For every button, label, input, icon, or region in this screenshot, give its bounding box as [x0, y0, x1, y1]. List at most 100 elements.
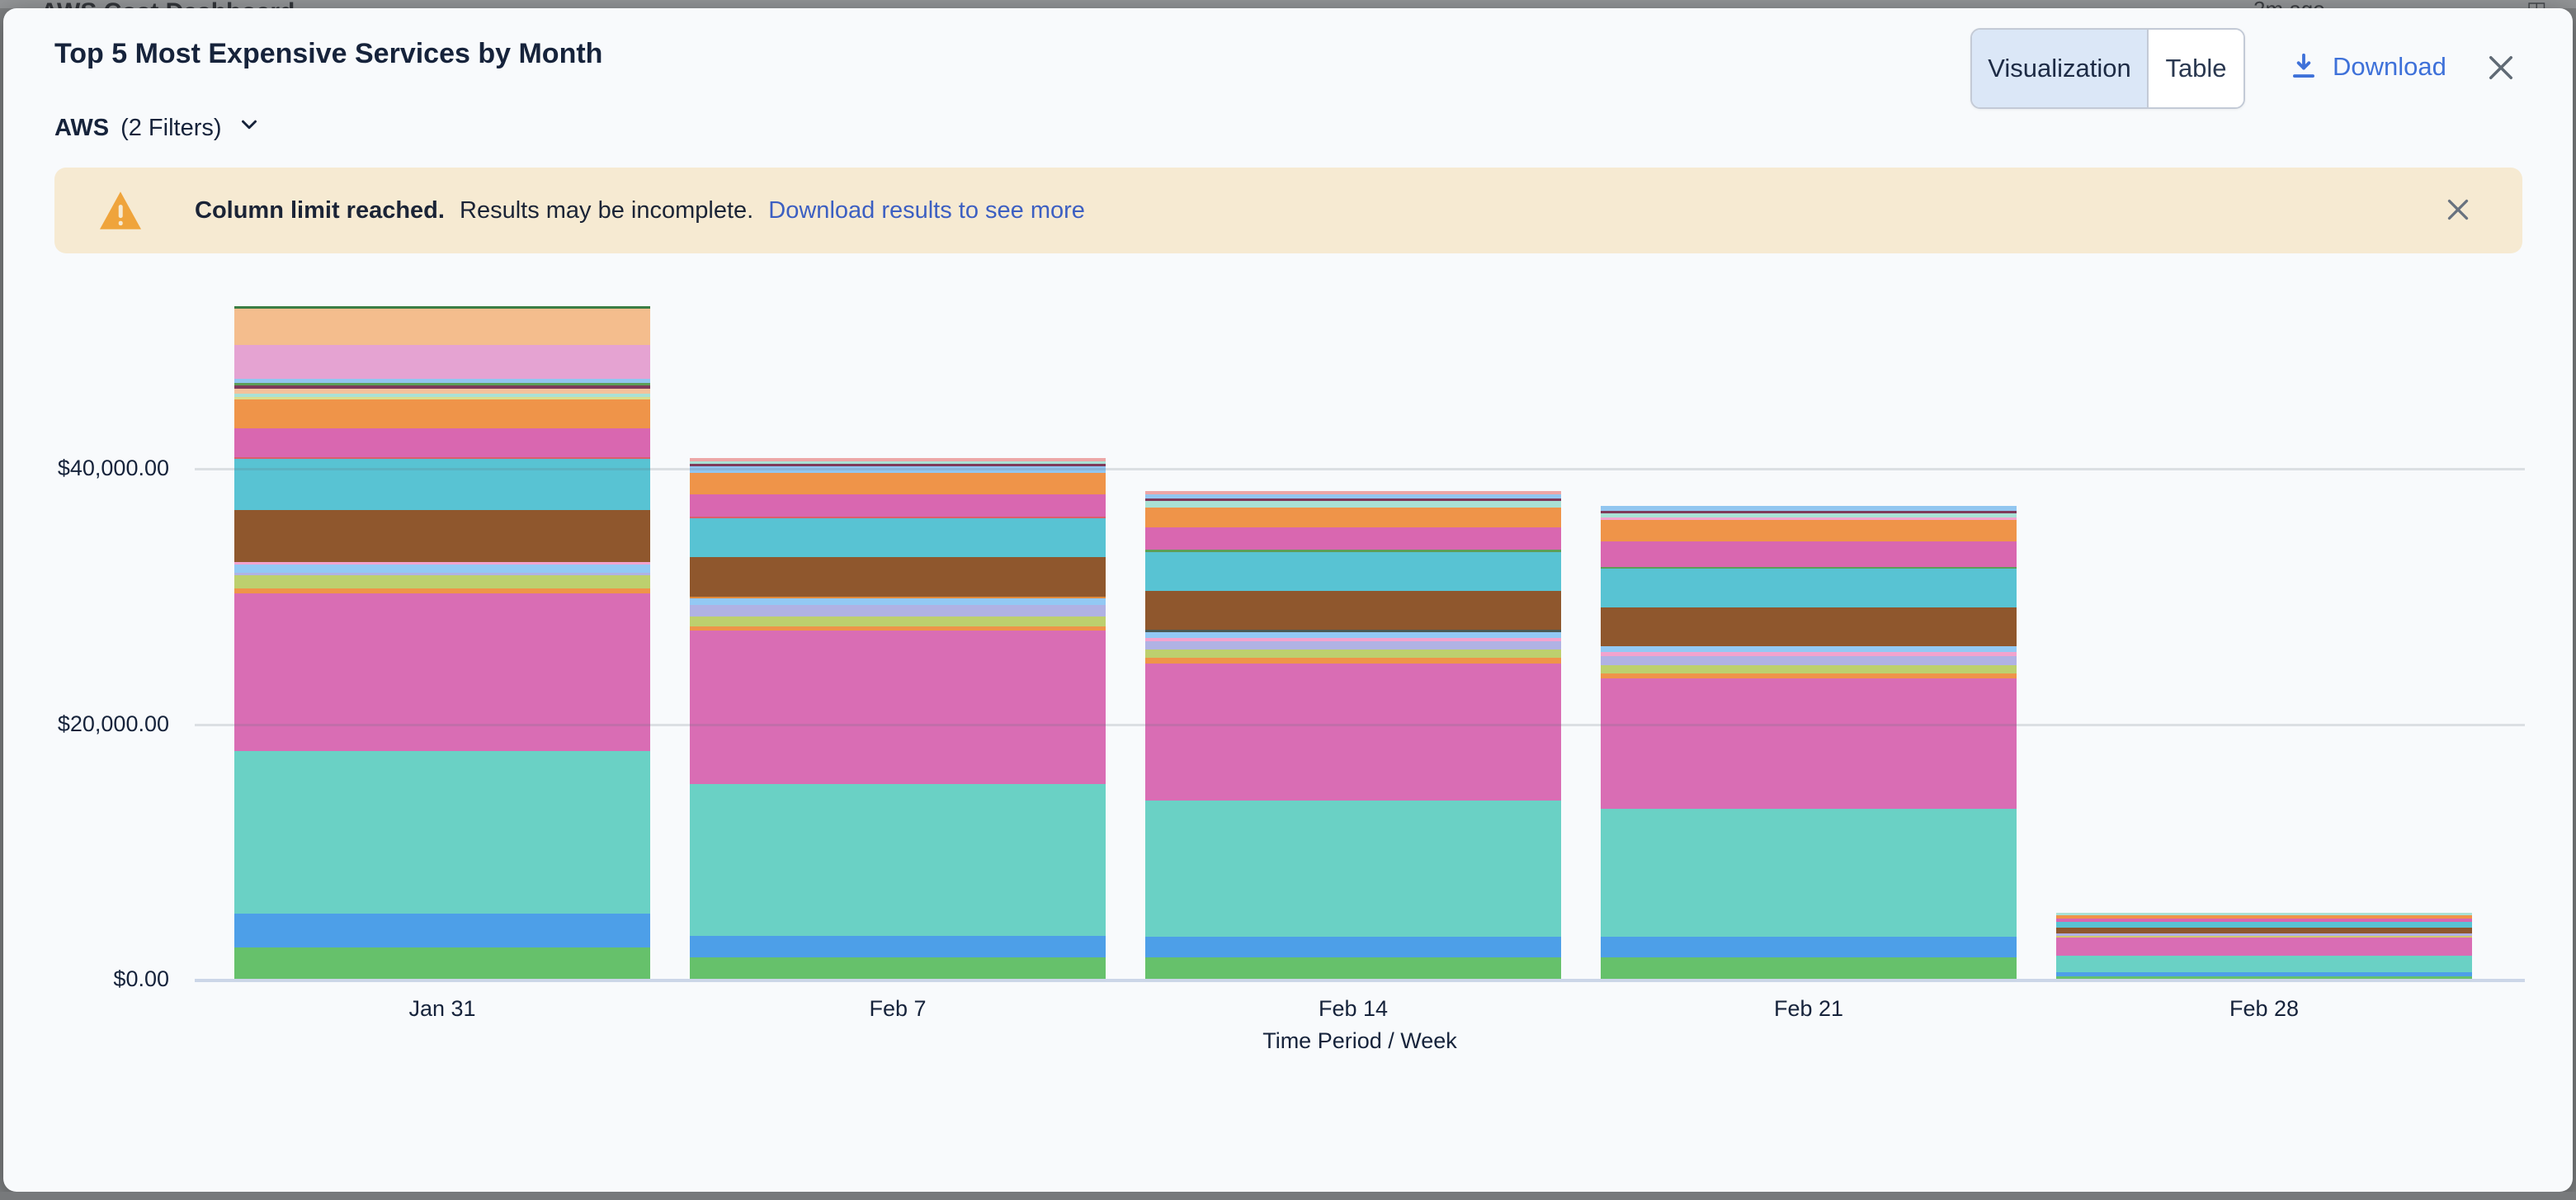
bar-segment[interactable]	[2056, 972, 2472, 976]
bar-segment[interactable]	[1601, 646, 2017, 653]
bar-segment[interactable]	[234, 306, 650, 309]
bar-segment[interactable]	[1601, 673, 2017, 679]
bar-segment[interactable]	[690, 464, 1106, 467]
bar-segment[interactable]	[234, 564, 650, 573]
bar-segment[interactable]	[2056, 955, 2472, 972]
bar-segment[interactable]	[1145, 494, 1561, 499]
bar-segment[interactable]	[690, 494, 1106, 517]
bar-segment[interactable]	[234, 379, 650, 384]
bar-segment[interactable]	[1601, 517, 2017, 521]
bar-segment[interactable]	[1601, 957, 2017, 979]
bar-segment[interactable]	[234, 383, 650, 386]
bar-segment[interactable]	[1145, 638, 1561, 642]
bar-segment[interactable]	[690, 597, 1106, 599]
bar-segment[interactable]	[690, 461, 1106, 465]
bar-segment[interactable]	[1145, 650, 1561, 659]
bar-segment[interactable]	[234, 750, 650, 914]
close-button[interactable]	[2480, 48, 2522, 89]
bar-segment[interactable]	[2056, 912, 2472, 915]
bar-segment[interactable]	[234, 947, 650, 979]
bar-segment[interactable]	[1145, 527, 1561, 550]
bar-segment[interactable]	[690, 617, 1106, 627]
bar-segment[interactable]	[234, 914, 650, 947]
bar-segment[interactable]	[234, 459, 650, 510]
bar-segment[interactable]	[2056, 937, 2472, 956]
filter-dropdown[interactable]: AWS (2 Filters)	[54, 112, 262, 144]
bar-segment[interactable]	[1601, 809, 2017, 938]
bar-feb-14[interactable]	[1145, 491, 1561, 979]
bar-segment[interactable]	[1601, 678, 2017, 810]
bar-segment[interactable]	[690, 557, 1106, 598]
bar-segment[interactable]	[690, 466, 1106, 474]
bar-segment[interactable]	[1601, 656, 2017, 666]
bar-segment[interactable]	[234, 572, 650, 575]
bar-segment[interactable]	[1601, 937, 2017, 957]
bar-segment[interactable]	[1145, 801, 1561, 938]
bar-segment[interactable]	[1145, 498, 1561, 502]
bar-feb-21[interactable]	[1601, 506, 2017, 979]
banner-close-button[interactable]	[2442, 194, 2475, 227]
bar-segment[interactable]	[1145, 491, 1561, 495]
bar-segment[interactable]	[1145, 664, 1561, 801]
bar-segment[interactable]	[1145, 641, 1561, 650]
bar-segment[interactable]	[690, 518, 1106, 558]
bar-segment[interactable]	[1601, 541, 2017, 568]
bar-segment[interactable]	[234, 509, 650, 562]
banner-download-link[interactable]: Download results to see more	[768, 196, 1085, 224]
bar-jan-31[interactable]	[234, 306, 650, 979]
bar-segment[interactable]	[1145, 508, 1561, 528]
bar-segment[interactable]	[234, 428, 650, 458]
download-button[interactable]: Download	[2283, 28, 2451, 106]
bar-segment[interactable]	[690, 626, 1106, 631]
bar-segment[interactable]	[1145, 501, 1561, 508]
bar-segment[interactable]	[1601, 506, 2017, 512]
bar-segment[interactable]	[1601, 513, 2017, 518]
bar-segment[interactable]	[1601, 511, 2017, 514]
bar-segment[interactable]	[1145, 591, 1561, 631]
bar-segment[interactable]	[690, 935, 1106, 957]
bar-segment[interactable]	[234, 385, 650, 390]
bar-segment[interactable]	[2056, 927, 2472, 933]
bar-segment[interactable]	[234, 397, 650, 400]
bar-segment[interactable]	[234, 588, 650, 593]
bar-segment[interactable]	[2056, 976, 2472, 979]
bar-segment[interactable]	[1145, 957, 1561, 979]
bar-segment[interactable]	[1601, 652, 2017, 657]
bar-segment[interactable]	[690, 631, 1106, 785]
bar-segment[interactable]	[234, 593, 650, 751]
bar-segment[interactable]	[1601, 665, 2017, 674]
bar-feb-28[interactable]	[2056, 912, 2472, 979]
bar-segment[interactable]	[2056, 914, 2472, 919]
tab-visualization[interactable]: Visualization	[1972, 30, 2149, 107]
bar-segment[interactable]	[234, 399, 650, 429]
bar-segment[interactable]	[690, 598, 1106, 606]
bar-segment[interactable]	[2056, 933, 2472, 936]
tab-table[interactable]: Table	[2149, 30, 2243, 107]
bar-segment[interactable]	[690, 784, 1106, 936]
bar-segment[interactable]	[690, 605, 1106, 617]
bar-segment[interactable]	[234, 309, 650, 346]
bar-segment[interactable]	[690, 473, 1106, 495]
bar-segment[interactable]	[1145, 632, 1561, 639]
bar-segment[interactable]	[1601, 567, 2017, 569]
bar-segment[interactable]	[2056, 918, 2472, 922]
bar-segment[interactable]	[1145, 552, 1561, 592]
bar-segment[interactable]	[1145, 630, 1561, 633]
bar-segment[interactable]	[1601, 569, 2017, 608]
bar-segment[interactable]	[1145, 550, 1561, 553]
bar-segment[interactable]	[1145, 937, 1561, 957]
bar-segment[interactable]	[690, 957, 1106, 979]
bar-segment[interactable]	[234, 561, 650, 565]
bar-segment[interactable]	[690, 458, 1106, 462]
bar-segment[interactable]	[2056, 935, 2472, 938]
bar-segment[interactable]	[234, 389, 650, 394]
bar-segment[interactable]	[1601, 607, 2017, 647]
bar-segment[interactable]	[1601, 520, 2017, 542]
bar-segment[interactable]	[2056, 921, 2472, 928]
bar-segment[interactable]	[234, 457, 650, 460]
bar-segment[interactable]	[1145, 658, 1561, 664]
bar-segment[interactable]	[234, 574, 650, 588]
bar-feb-7[interactable]	[690, 458, 1106, 979]
bar-segment[interactable]	[234, 394, 650, 398]
bar-segment[interactable]	[690, 517, 1106, 519]
